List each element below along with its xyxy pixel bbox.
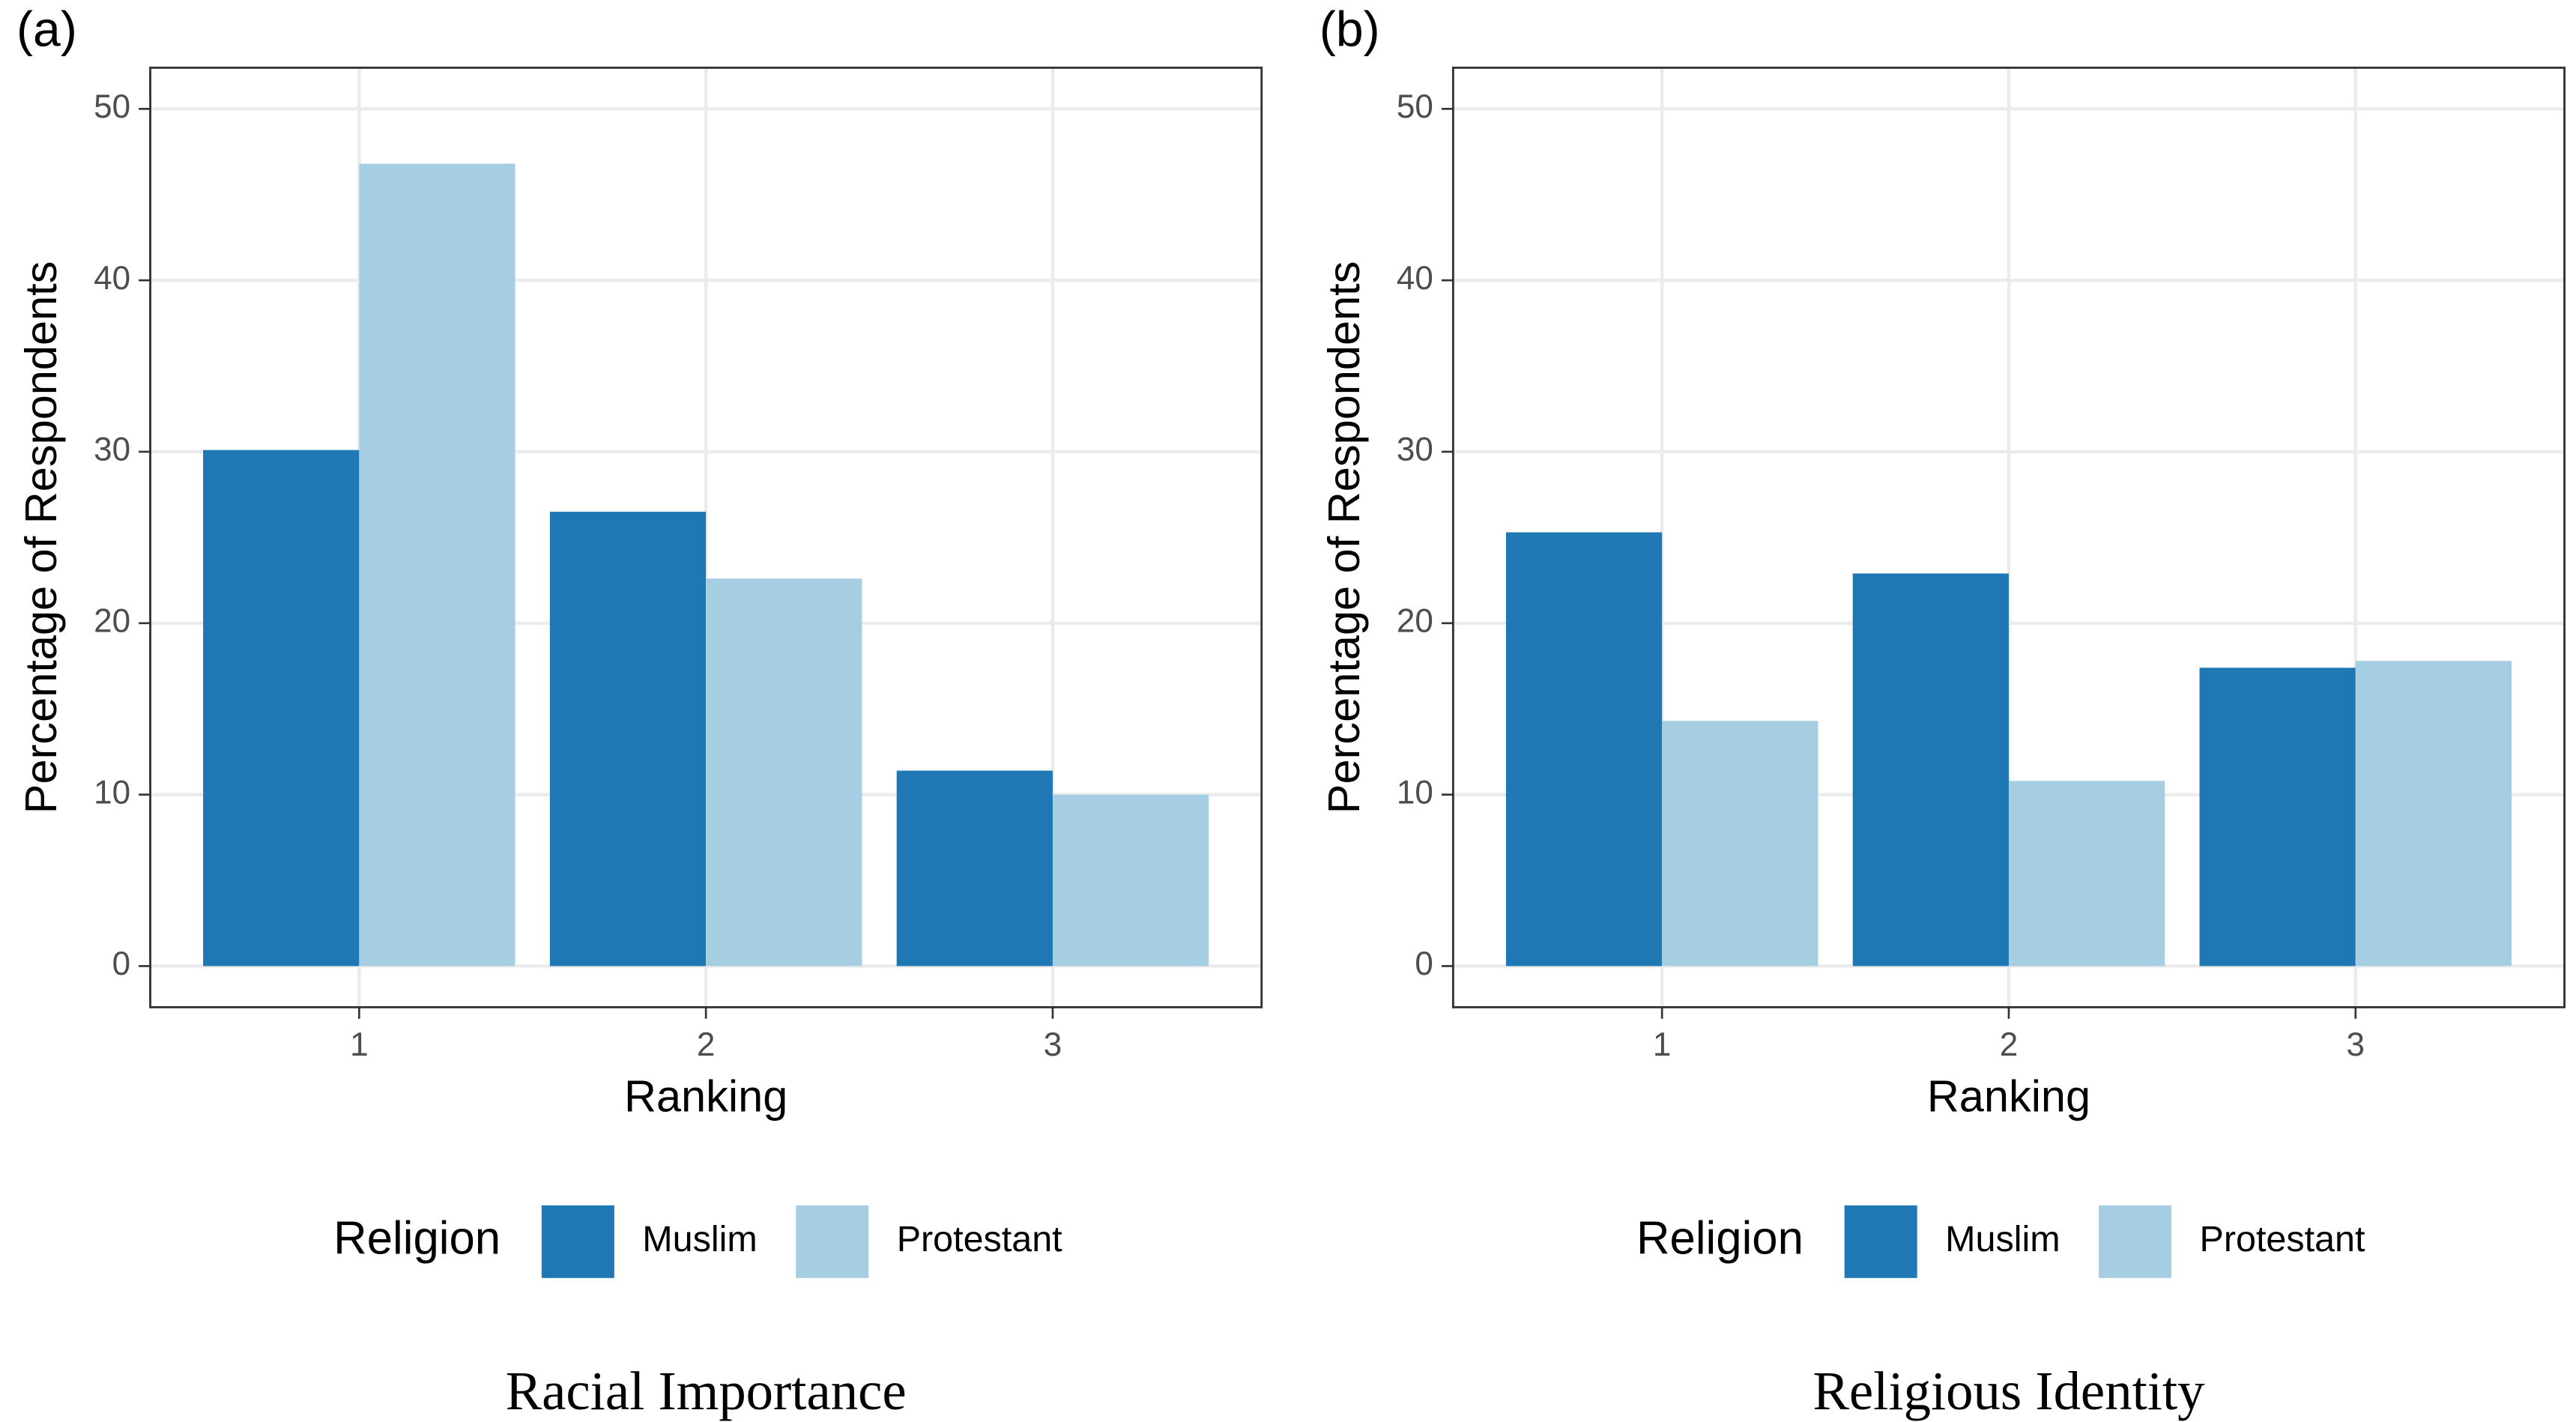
x-axis-title: Ranking: [1927, 1071, 2090, 1122]
x-tick-label: 1: [1653, 1026, 1672, 1063]
legend-key: [2099, 1205, 2172, 1278]
caption: Religious Identity: [1812, 1361, 2205, 1421]
plot-border: [1451, 66, 2566, 1008]
y-tick-label: 20: [94, 602, 130, 639]
plot-border: [149, 66, 1263, 1008]
panel-label: (a): [16, 2, 77, 58]
bar: [1505, 532, 1663, 966]
bar: [1662, 721, 1818, 966]
y-axis-title: Percentage of Respondents: [16, 261, 66, 814]
legend-label: Protestant: [897, 1219, 1062, 1259]
y-tick-label: 0: [1415, 946, 1433, 982]
caption: Racial Importance: [506, 1361, 907, 1421]
x-tick-label: 2: [2000, 1026, 2019, 1063]
x-axis-title: Ranking: [624, 1071, 787, 1122]
x-tick-label: 2: [697, 1026, 716, 1063]
y-tick-label: 10: [94, 774, 130, 811]
x-tick-label: 3: [2347, 1026, 2365, 1063]
bar: [359, 163, 515, 966]
legend-key: [1844, 1205, 1917, 1278]
legend-label: Muslim: [642, 1219, 757, 1259]
panel-label: (b): [1319, 2, 1380, 58]
x-tick-label: 1: [350, 1026, 369, 1063]
y-tick-label: 30: [1397, 432, 1433, 468]
bar: [203, 450, 360, 966]
y-tick-label: 20: [1397, 602, 1433, 639]
y-tick-label: 50: [1397, 88, 1433, 125]
y-tick-label: 40: [1397, 260, 1433, 297]
x-tick-label: 3: [1044, 1026, 1062, 1063]
legend-key: [796, 1205, 869, 1278]
bar: [706, 578, 862, 966]
legend-key: [541, 1205, 614, 1278]
bar: [549, 512, 707, 966]
legend-title: Religion: [1636, 1213, 1803, 1265]
bar: [896, 770, 1053, 966]
bar: [1052, 794, 1209, 966]
y-tick-label: 50: [94, 88, 130, 125]
bar: [2355, 661, 2512, 966]
y-tick-label: 0: [112, 946, 131, 982]
y-tick-label: 30: [94, 432, 130, 468]
legend-label: Muslim: [1945, 1219, 2060, 1259]
bar: [1852, 573, 2009, 966]
y-tick-label: 10: [1397, 774, 1433, 811]
legend-title: Religion: [333, 1213, 501, 1265]
bar: [2199, 668, 2356, 966]
bar: [2008, 781, 2165, 966]
legend-label: Protestant: [2200, 1219, 2365, 1259]
y-tick-label: 40: [94, 260, 130, 297]
y-axis-title: Percentage of Respondents: [1319, 261, 1369, 814]
